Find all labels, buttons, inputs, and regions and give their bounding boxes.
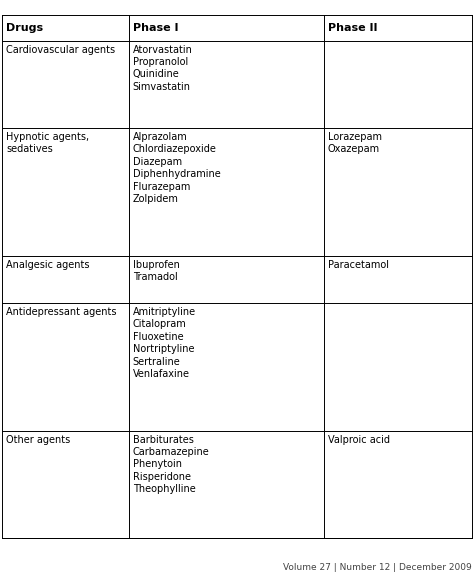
Text: Phase II: Phase II (328, 23, 377, 33)
Text: Hypnotic agents,
sedatives: Hypnotic agents, sedatives (6, 132, 89, 154)
Text: Volume 27 | Number 12 | December 2009: Volume 27 | Number 12 | December 2009 (283, 563, 472, 572)
Text: Phase I: Phase I (133, 23, 178, 33)
Text: Analgesic agents: Analgesic agents (6, 260, 90, 269)
Text: Ibuprofen
Tramadol: Ibuprofen Tramadol (133, 260, 180, 282)
Text: Atorvastatin
Propranolol
Quinidine
Simvastatin: Atorvastatin Propranolol Quinidine Simva… (133, 45, 193, 92)
Text: Paracetamol: Paracetamol (328, 260, 389, 269)
Text: Drugs: Drugs (6, 23, 43, 33)
Text: Antidepressant agents: Antidepressant agents (6, 307, 117, 317)
Text: Alprazolam
Chlordiazepoxide
Diazepam
Diphenhydramine
Flurazepam
Zolpidem: Alprazolam Chlordiazepoxide Diazepam Dip… (133, 132, 220, 204)
Text: Valproic acid: Valproic acid (328, 435, 390, 445)
Text: Cardiovascular agents: Cardiovascular agents (6, 45, 115, 55)
Text: Barbiturates
Carbamazepine
Phenytoin
Risperidone
Theophylline: Barbiturates Carbamazepine Phenytoin Ris… (133, 435, 210, 494)
Text: Lorazepam
Oxazepam: Lorazepam Oxazepam (328, 132, 382, 154)
Text: Amitriptyline
Citalopram
Fluoxetine
Nortriptyline
Sertraline
Venlafaxine: Amitriptyline Citalopram Fluoxetine Nort… (133, 307, 196, 379)
Text: Other agents: Other agents (6, 435, 71, 445)
